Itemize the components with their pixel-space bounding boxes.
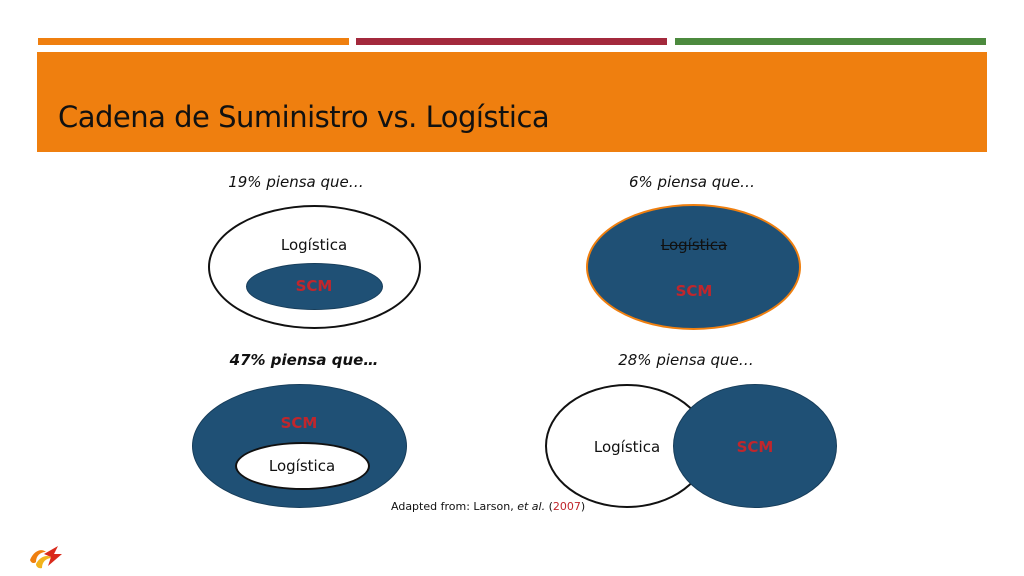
slide-title: Cadena de Suministro vs. Logística bbox=[58, 100, 550, 134]
diagram-4-caption: 28% piensa que… bbox=[618, 351, 754, 369]
diagram-1-inner-ellipse bbox=[246, 263, 383, 310]
diagram-3-inner-label: Logística bbox=[268, 457, 336, 475]
accent-bar-green bbox=[675, 38, 986, 45]
source-open: ( bbox=[545, 500, 553, 513]
source-prefix: Adapted from: Larson, bbox=[391, 500, 518, 513]
accent-bar-orange bbox=[38, 38, 349, 45]
diagram-3-inner-ellipse bbox=[235, 442, 370, 490]
diagram-1-inner-label: SCM bbox=[295, 277, 333, 295]
source-etal: et al. bbox=[517, 500, 546, 513]
diagram-2-ellipse bbox=[586, 204, 801, 330]
diagram-2-caption: 6% piensa que… bbox=[628, 173, 756, 191]
diagram-3-caption: 47% piensa que… bbox=[229, 351, 379, 369]
source-citation: Adapted from: Larson, et al. (2007) bbox=[391, 500, 585, 513]
diagram-2-struck-label: Logística bbox=[660, 236, 728, 254]
source-close: ) bbox=[580, 500, 586, 513]
diagram-3-outer-label: SCM bbox=[280, 414, 318, 432]
diagram-1-outer-label: Logística bbox=[280, 236, 348, 254]
diagram-4-left-label: Logística bbox=[593, 438, 661, 456]
diagram-4-right-ellipse bbox=[673, 384, 837, 508]
diagram-4-right-label: SCM bbox=[736, 438, 774, 456]
title-banner bbox=[37, 52, 987, 152]
diagram-2-inner-label: SCM bbox=[675, 282, 713, 300]
accent-bar-crimson bbox=[356, 38, 667, 45]
source-year: 2007 bbox=[552, 500, 581, 513]
diagram-1-caption: 19% piensa que… bbox=[228, 173, 364, 191]
flame-logo-icon bbox=[30, 546, 62, 569]
